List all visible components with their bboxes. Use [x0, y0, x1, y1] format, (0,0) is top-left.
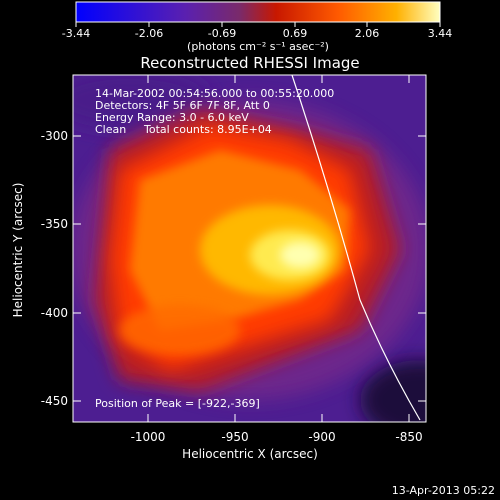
y-tick-label: -400: [41, 306, 68, 320]
solar-limb-line: [291, 75, 421, 421]
y-tick-label: -350: [41, 217, 68, 231]
colorbar-tick-2: -0.69: [208, 27, 236, 40]
info-total-counts: Total counts: 8.95E+04: [143, 123, 272, 136]
footer-date: 13-Apr-2013 05:22: [392, 484, 495, 497]
colorbar-tick-3: 0.69: [283, 27, 308, 40]
y-tick-label: -450: [41, 394, 68, 408]
y-tick-label: -300: [41, 129, 68, 143]
info-peak-position: Position of Peak = [-922,-369]: [95, 397, 260, 410]
colorbar-tick-0: -3.44: [62, 27, 90, 40]
axis-ticks: [73, 75, 426, 422]
info-energy-range: Energy Range: 3.0 - 6.0 keV: [95, 111, 249, 124]
info-clean: Clean: [95, 123, 126, 136]
info-block: 14-Mar-2002 00:54:56.000 to 00:55:20.000…: [95, 87, 334, 410]
x-tick-label: -1000: [131, 430, 166, 444]
colorbar-gradient: [75, 1, 441, 23]
x-tick-label: -900: [308, 430, 335, 444]
flare-image: [73, 75, 426, 422]
colorbar-tick-5: 3.44: [428, 27, 453, 40]
x-tick-label: -950: [221, 430, 248, 444]
colorbar-tick-4: 2.06: [355, 27, 380, 40]
plot-title: Reconstructed RHESSI Image: [140, 54, 359, 72]
colorbar-unit-label: (photons cm⁻² s⁻¹ asec⁻²): [187, 40, 329, 53]
plot-frame: [72, 74, 427, 423]
y-axis-label: Heliocentric Y (arcsec): [11, 183, 25, 318]
colorbar-tick-1: -2.06: [135, 27, 163, 40]
colorbar: -3.44 -2.06 -0.69 0.69 2.06 3.44 (photon…: [62, 1, 453, 53]
info-time-range: 14-Mar-2002 00:54:56.000 to 00:55:20.000: [95, 87, 334, 100]
x-tick-label: -850: [395, 430, 422, 444]
info-detectors: Detectors: 4F 5F 6F 7F 8F, Att 0: [95, 99, 270, 112]
x-axis-label: Heliocentric X (arcsec): [182, 447, 318, 461]
